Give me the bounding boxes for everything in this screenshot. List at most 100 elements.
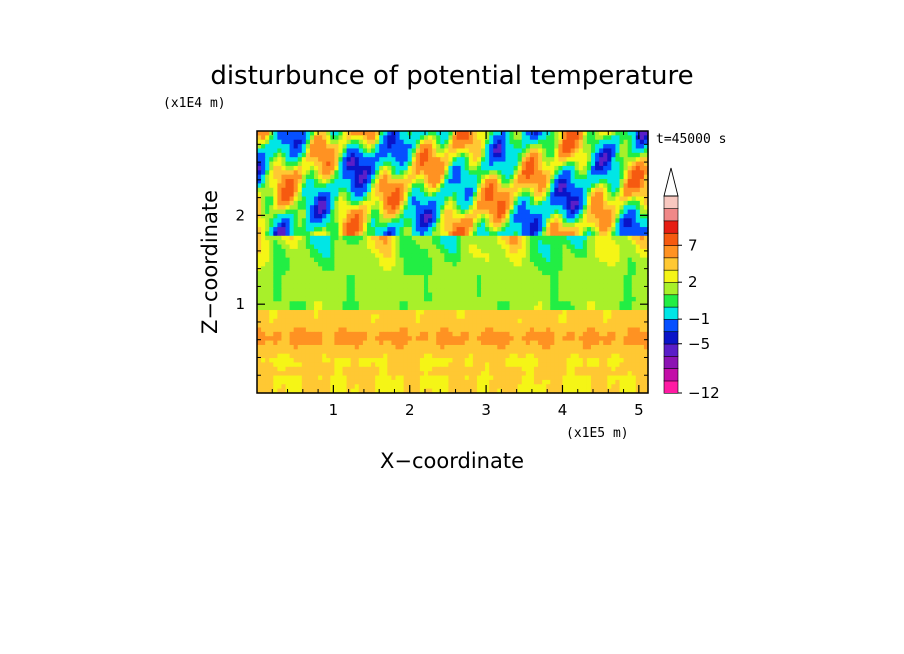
- field-cell: [391, 349, 397, 355]
- field-cell: [586, 336, 592, 342]
- field-cell: [326, 192, 331, 198]
- field-cell: [521, 314, 527, 320]
- field-cell: [322, 270, 327, 276]
- field-cell: [521, 327, 527, 333]
- field-cell: [379, 235, 384, 241]
- field-cell: [611, 266, 617, 272]
- field-cell: [358, 192, 364, 198]
- field-cell: [513, 353, 519, 359]
- field-cell: [366, 279, 372, 285]
- field-cell: [485, 174, 490, 180]
- field-cell: [599, 327, 604, 333]
- field-cell: [623, 301, 629, 307]
- field-cell: [342, 222, 348, 228]
- field-cell: [570, 174, 576, 180]
- field-cell: [619, 179, 625, 184]
- field-cell: [481, 192, 486, 198]
- field-cell: [415, 218, 421, 224]
- field-cell: [330, 187, 335, 193]
- field-cell: [415, 157, 421, 163]
- field-cell: [395, 296, 401, 302]
- field-cell: [407, 192, 413, 198]
- field-cell: [590, 310, 596, 315]
- field-cell: [301, 200, 307, 206]
- field-cell: [611, 196, 617, 202]
- field-cell: [289, 135, 295, 141]
- field-cell: [423, 218, 429, 224]
- field-cell: [322, 183, 327, 189]
- field-cell: [517, 235, 523, 241]
- field-cell: [529, 231, 535, 237]
- field-cell: [525, 336, 531, 342]
- field-cell: [314, 353, 319, 359]
- field-cell: [521, 344, 527, 350]
- field-cell: [513, 301, 519, 307]
- field-cell: [595, 187, 600, 193]
- field-cell: [448, 331, 454, 337]
- field-cell: [493, 161, 498, 167]
- field-cell: [497, 244, 502, 250]
- field-cell: [371, 157, 376, 163]
- field-cell: [631, 139, 637, 145]
- field-cell: [309, 240, 315, 246]
- field-cell: [505, 349, 511, 355]
- field-cell: [362, 170, 368, 176]
- field-cell: [566, 200, 572, 206]
- field-cell: [517, 209, 523, 215]
- field-cell: [261, 170, 266, 176]
- field-cell: [525, 205, 531, 211]
- field-cell: [607, 144, 612, 150]
- field-cell: [562, 135, 568, 141]
- field-cell: [472, 170, 478, 176]
- field-cell: [269, 218, 274, 224]
- field-cell: [419, 279, 425, 285]
- field-cell: [407, 205, 413, 211]
- field-cell: [399, 275, 405, 281]
- field-cell: [607, 292, 612, 298]
- field-cell: [289, 275, 295, 281]
- field-cell: [529, 336, 535, 342]
- field-cell: [558, 161, 564, 167]
- field-cell: [379, 209, 384, 215]
- field-cell: [481, 231, 486, 237]
- field-cell: [456, 183, 462, 189]
- field-cell: [517, 310, 523, 315]
- field-cell: [375, 131, 380, 136]
- field-cell: [607, 257, 612, 263]
- field-cell: [358, 218, 364, 224]
- field-cell: [627, 279, 633, 285]
- field-cell: [448, 179, 454, 184]
- field-cell: [607, 231, 612, 237]
- field-cell: [399, 279, 405, 285]
- field-cell: [456, 218, 462, 224]
- field-cell: [342, 152, 348, 158]
- field-cell: [476, 183, 482, 189]
- field-cell: [309, 301, 315, 307]
- field-cell: [639, 183, 645, 189]
- field-cell: [338, 323, 344, 329]
- field-cell: [330, 292, 335, 298]
- field-cell: [375, 139, 380, 145]
- field-cell: [448, 205, 454, 211]
- field-cell: [428, 244, 433, 250]
- field-cell: [338, 340, 344, 346]
- field-cell: [350, 192, 356, 198]
- field-cell: [411, 231, 417, 237]
- field-cell: [639, 227, 645, 233]
- field-cell: [590, 353, 596, 359]
- field-cell: [432, 131, 437, 136]
- field-cell: [383, 283, 388, 289]
- field-cell: [509, 270, 515, 276]
- field-cell: [342, 148, 348, 154]
- field-cell: [619, 139, 625, 145]
- field-cell: [411, 283, 417, 289]
- field-cell: [505, 170, 511, 176]
- field-cell: [375, 270, 380, 276]
- field-cell: [582, 288, 588, 294]
- field-cell: [493, 349, 498, 355]
- field-cell: [562, 310, 568, 315]
- field-cell: [285, 231, 291, 237]
- field-cell: [358, 148, 364, 154]
- field-cell: [273, 296, 278, 302]
- field-cell: [403, 310, 409, 315]
